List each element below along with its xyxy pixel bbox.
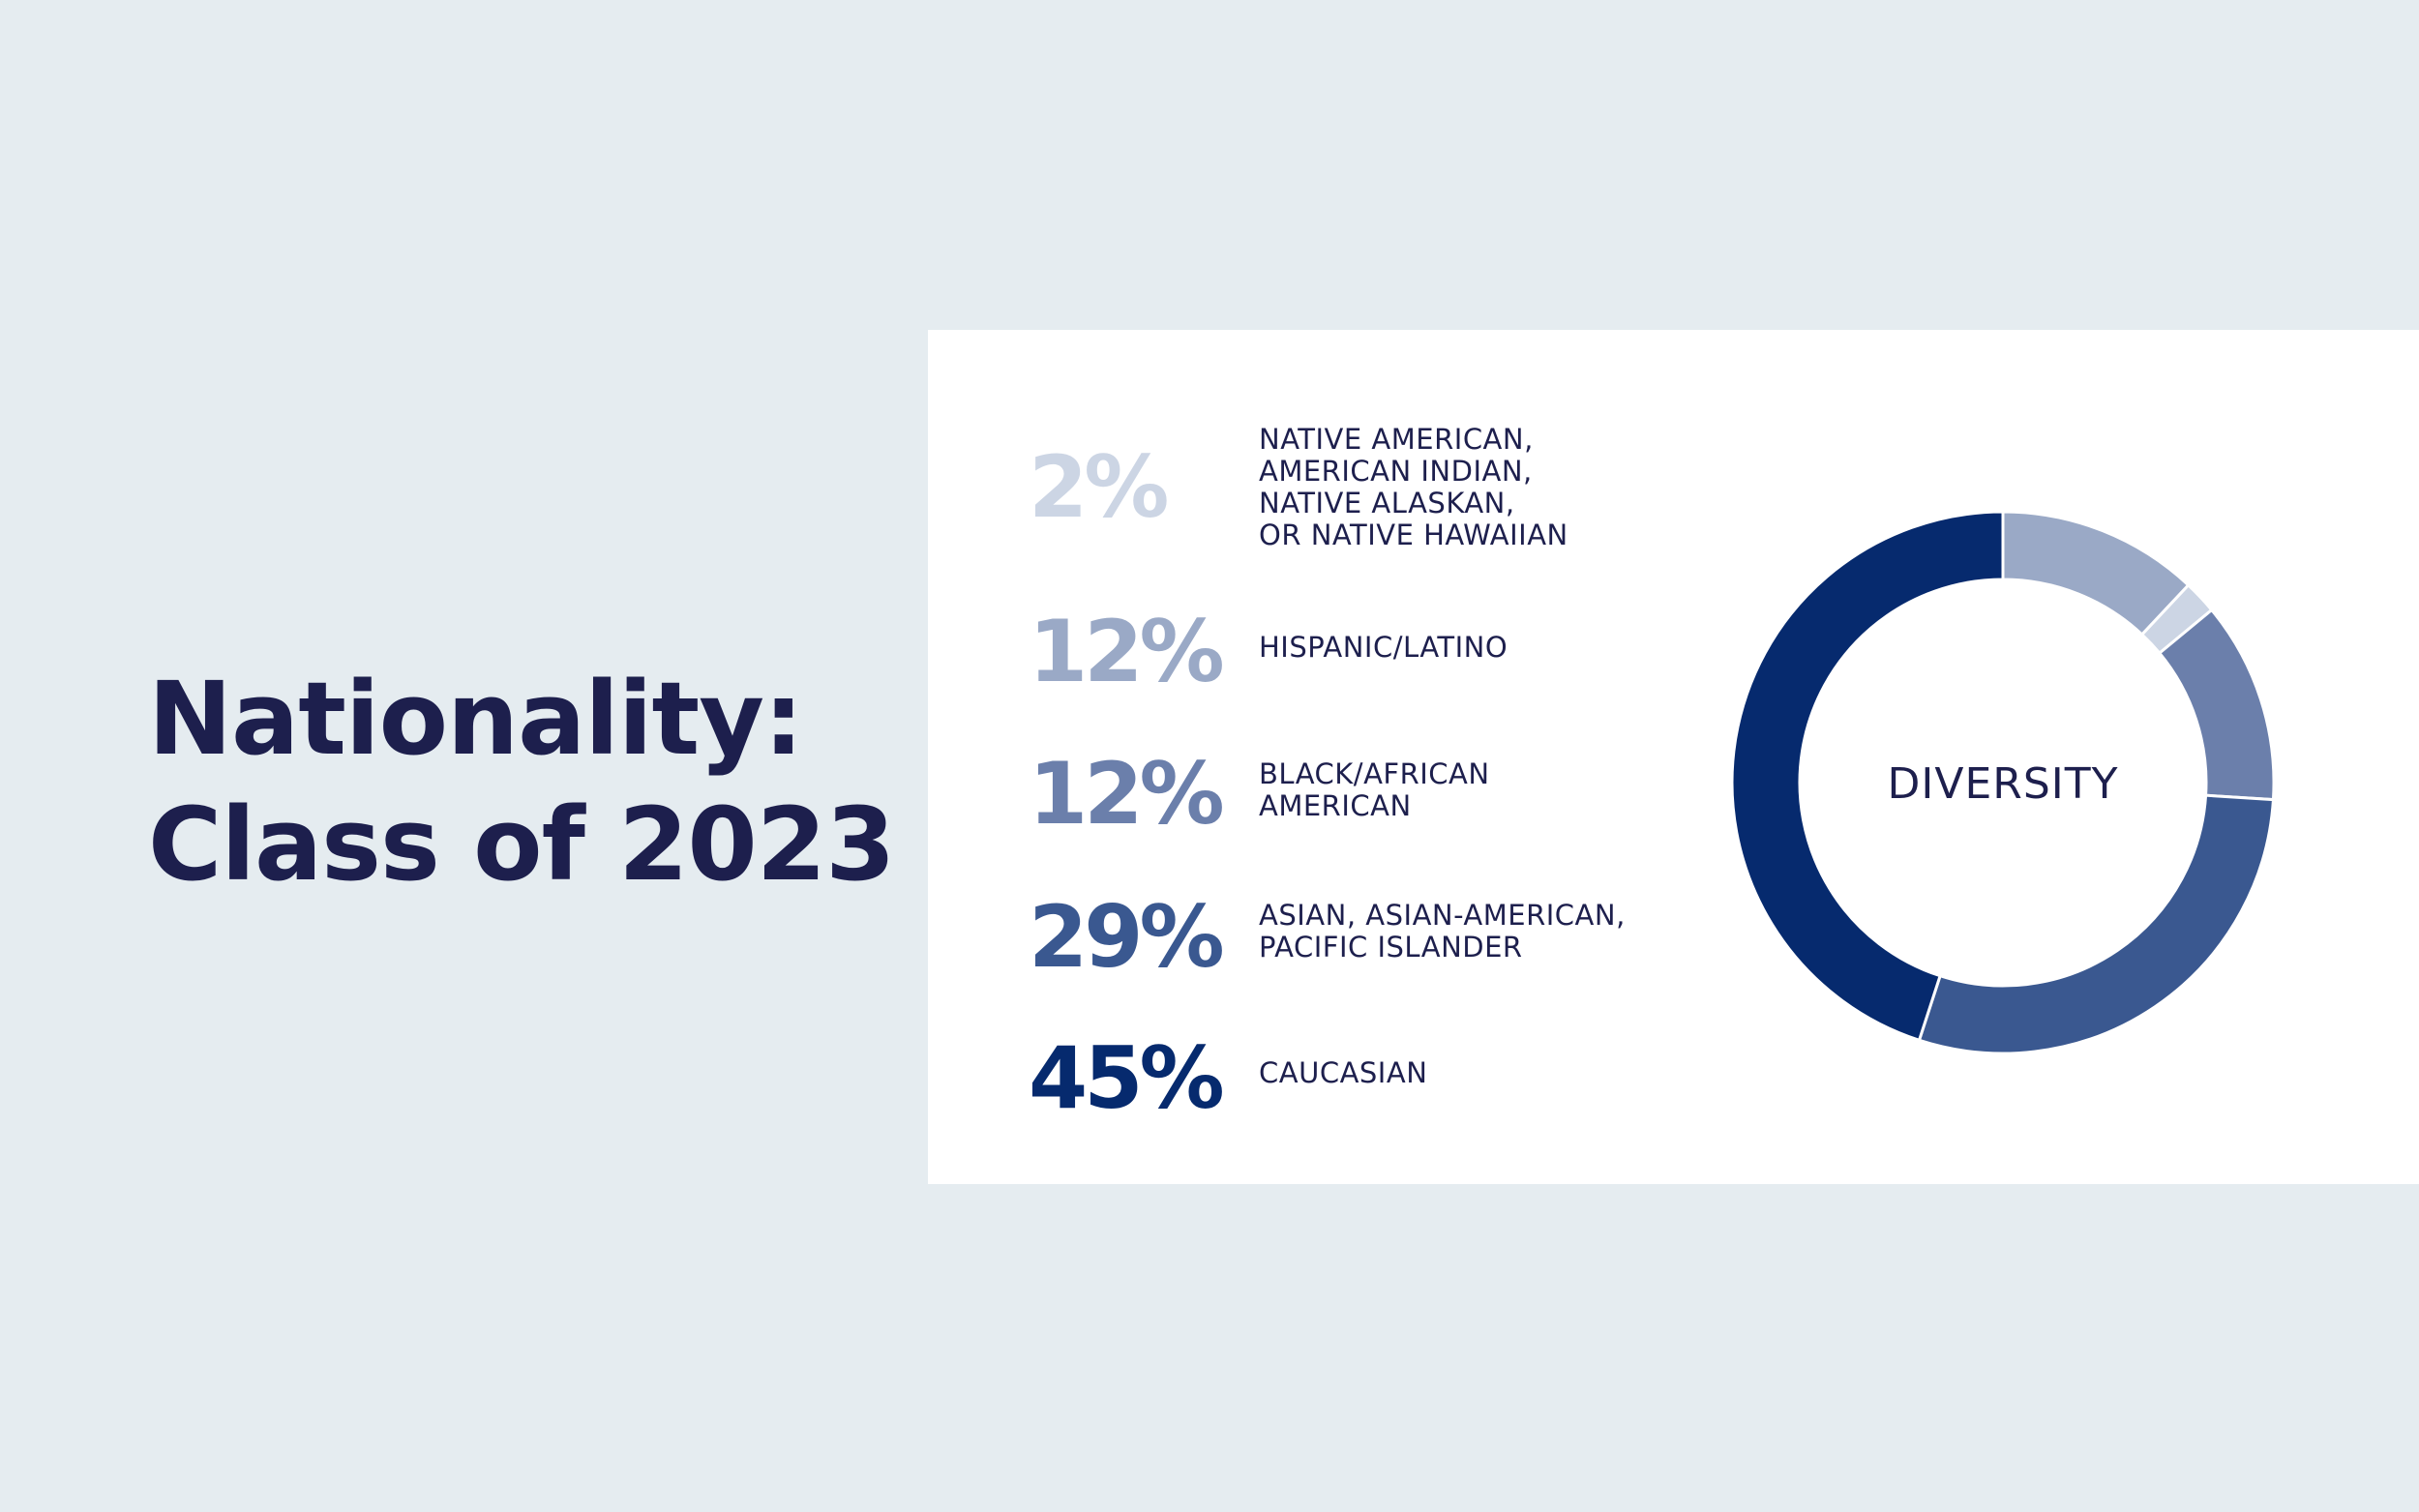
percent-label: 12% — [1029, 602, 1225, 701]
legend-row-native-american: 2% NATIVE AMERICAN, AMERICAN INDIAN, NAT… — [1029, 423, 1764, 551]
percent-label: 2% — [1029, 437, 1169, 537]
title-line-2: Class of 2023 — [148, 786, 896, 904]
percent-label: 45% — [1029, 1028, 1225, 1128]
donut-chart: DIVERSITY — [1730, 510, 2276, 1055]
percent-label: 12% — [1029, 744, 1225, 844]
category-label: HISPANIC/LATINO — [1259, 631, 1508, 664]
category-label: NATIVE AMERICAN, AMERICAN INDIAN, NATIVE… — [1259, 423, 1568, 551]
donut-slice-caucasian — [1730, 510, 2005, 1043]
donut-slice-asian-asian-american — [1917, 793, 2276, 1055]
page-title: Nationality: Class of 2023 — [148, 656, 896, 907]
donut-center-label: DIVERSITY — [1888, 759, 2119, 809]
legend-row-asian: 29% ASIAN, ASIAN-AMERICAN, PACIFIC ISLAN… — [1029, 895, 1764, 982]
title-line-1: Nationality: — [148, 660, 804, 778]
category-label: BLACK/AFRICAN AMERICAN — [1259, 757, 1490, 822]
percent-label: 29% — [1029, 887, 1225, 987]
donut-slice-black-african — [2157, 608, 2276, 802]
category-label: CAUCASIAN — [1259, 1056, 1428, 1089]
legend-row-hispanic: 12% HISPANIC/LATINO — [1029, 609, 1764, 697]
legend-row-caucasian: 45% CAUCASIAN — [1029, 1036, 1764, 1123]
legend-row-black: 12% BLACK/AFRICAN AMERICAN — [1029, 752, 1764, 839]
chart-panel: 2% NATIVE AMERICAN, AMERICAN INDIAN, NAT… — [928, 330, 2419, 1184]
category-label: ASIAN, ASIAN-AMERICAN, PACIFIC ISLANDER — [1259, 899, 1626, 964]
